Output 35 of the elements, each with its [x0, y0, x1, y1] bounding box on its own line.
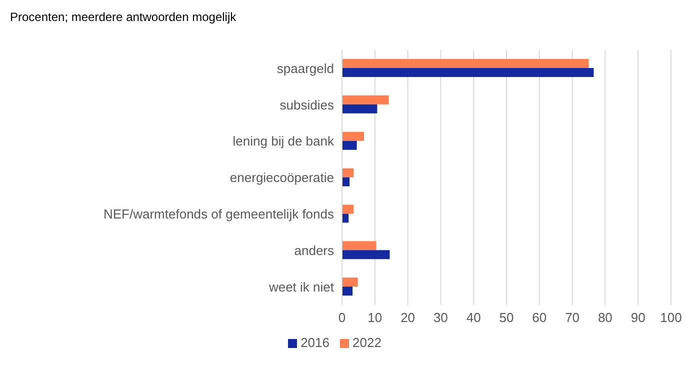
bar	[342, 104, 378, 114]
y-tick-label: anders	[294, 242, 334, 258]
x-tick-label: 70	[565, 310, 580, 326]
bar	[342, 59, 589, 68]
bar	[342, 68, 594, 77]
bar	[342, 95, 389, 104]
y-tick-label: subsidies	[280, 97, 334, 112]
y-tick-label: lening bij de bank	[232, 134, 334, 149]
x-tick-label: 0	[338, 310, 346, 326]
bar	[342, 177, 350, 186]
bar	[342, 241, 376, 250]
x-tick-label: 60	[532, 310, 547, 326]
bar	[342, 204, 354, 214]
bar	[342, 286, 353, 296]
bar	[342, 132, 364, 141]
x-tick-label: 100	[660, 310, 682, 326]
legend-label: 2022	[352, 335, 382, 350]
x-tick-label: 40	[466, 310, 481, 326]
bar	[342, 250, 390, 260]
x-tick-label: 50	[499, 310, 514, 326]
bar	[342, 168, 354, 178]
y-tick-label: spaargeld	[276, 60, 334, 76]
bar	[342, 140, 357, 150]
bar	[342, 214, 349, 223]
x-tick-label: 80	[598, 310, 612, 326]
bar	[342, 278, 358, 287]
x-tick-label: 10	[368, 310, 382, 326]
x-tick-label: 20	[400, 310, 416, 326]
y-tick-label: NEF/warmtefonds of gemeentelijk fonds	[104, 206, 334, 222]
x-tick-label: 90	[630, 310, 646, 326]
x-tick-label: 30	[433, 310, 448, 326]
text: Procenten; meerdere antwoorden mogelijk	[9, 9, 238, 26]
y-tick-label: energiecoöperatie	[230, 170, 334, 186]
legend-label: 2016	[300, 335, 330, 350]
y-tick-label: weet ik niet	[268, 279, 334, 294]
